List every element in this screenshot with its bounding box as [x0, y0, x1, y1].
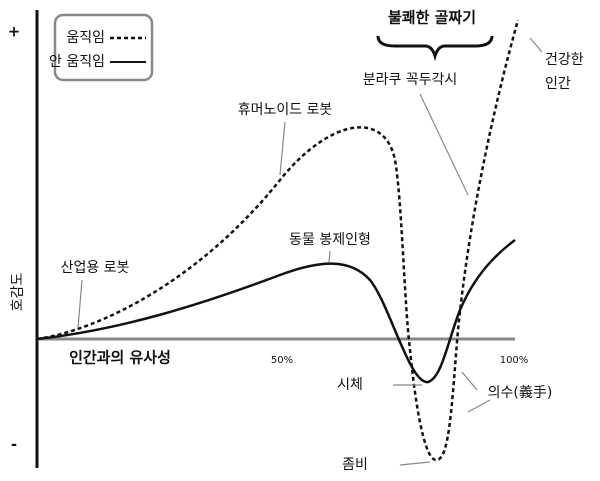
leader — [77, 279, 83, 329]
label-humanoid: 휴머노이드 로봇 — [238, 102, 333, 118]
still-curve — [36, 239, 516, 384]
y-label: 호감도 — [10, 273, 26, 312]
label-healthy: 건강한 — [545, 52, 584, 68]
leader — [419, 93, 469, 196]
x-mid-label: 50% — [271, 355, 293, 366]
label-stuffed: 동물 봉제인형 — [289, 232, 371, 248]
label-zombie: 좀비 — [342, 457, 368, 473]
moving-curve — [36, 19, 520, 462]
x-label: 인간과의 유사성 — [69, 349, 171, 367]
valley-brace — [376, 35, 494, 62]
label-bunraku: 분라쿠 꼭두각시 — [363, 72, 458, 88]
leader — [399, 461, 431, 466]
legend-moving: 움직임 — [66, 30, 105, 46]
legend-still: 안 움직임 — [49, 54, 105, 70]
leader — [467, 399, 491, 413]
leader — [279, 121, 286, 176]
leader — [328, 250, 331, 263]
x-end-label: 100% — [500, 355, 529, 366]
plus-label: + — [8, 23, 21, 41]
minus-label: - — [11, 436, 17, 454]
valley-label: 불쾌한 골짜기 — [388, 9, 476, 27]
label-industrial: 산업용 로봇 — [61, 260, 130, 276]
label-healthy: 인간 — [545, 76, 571, 92]
label-prosthetic: 의수(義手) — [488, 384, 553, 401]
leader — [529, 37, 543, 53]
legend-box — [53, 13, 154, 82]
leader — [461, 371, 478, 391]
label-corpse: 시체 — [337, 377, 363, 393]
